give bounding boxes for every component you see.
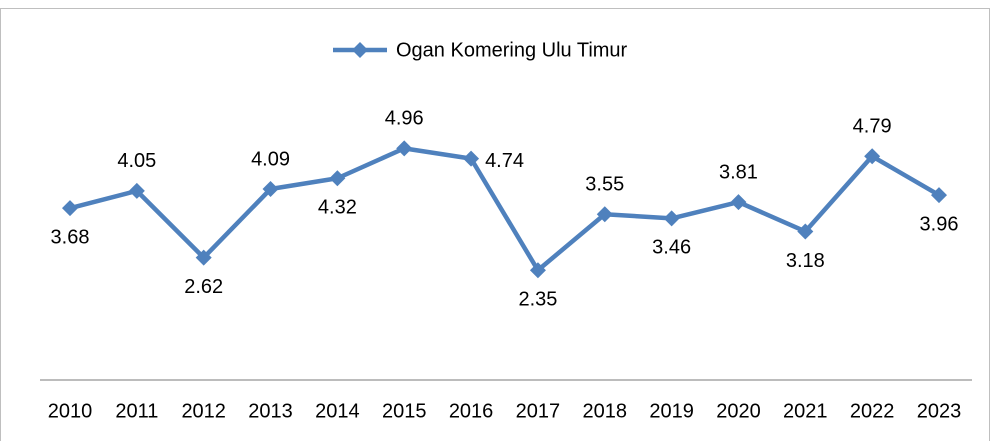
- x-tick-label: 2011: [115, 400, 158, 422]
- marker: [262, 180, 279, 197]
- legend-label: Ogan Komering Ulu Timur: [396, 39, 628, 61]
- data-label: 3.18: [786, 250, 825, 272]
- data-label: 3.68: [51, 226, 90, 248]
- data-label: 2.62: [184, 276, 223, 298]
- marker: [931, 187, 947, 204]
- marker: [128, 182, 145, 199]
- marker: [663, 210, 680, 227]
- marker: [730, 194, 747, 211]
- x-tick-label: 2015: [382, 400, 427, 422]
- x-tick-label: 2021: [783, 400, 828, 422]
- x-tick-label: 2013: [248, 400, 293, 422]
- x-tick-label: 2018: [583, 400, 628, 422]
- x-tick-label: 2012: [181, 400, 226, 422]
- x-tick-label: 2017: [516, 400, 561, 422]
- data-label: 4.79: [853, 116, 892, 138]
- marker: [463, 150, 480, 167]
- marker: [396, 140, 413, 157]
- x-tick-label: 2020: [716, 400, 761, 422]
- marker: [797, 223, 814, 240]
- data-label: 2.35: [518, 289, 557, 311]
- marker: [62, 200, 78, 217]
- x-tick-label: 2023: [917, 400, 962, 422]
- x-tick-label: 2016: [449, 400, 494, 422]
- data-label: 3.55: [585, 173, 624, 195]
- data-label: 3.81: [719, 161, 758, 183]
- marker: [596, 206, 613, 223]
- marker: [329, 170, 346, 187]
- data-label: 3.96: [920, 213, 959, 235]
- x-tick-label: 2014: [315, 400, 360, 422]
- data-label: 4.32: [318, 197, 357, 219]
- data-label: 4.96: [385, 108, 424, 130]
- marker: [529, 262, 546, 279]
- x-tick-label: 2010: [48, 400, 93, 422]
- marker: [864, 148, 881, 165]
- x-tick-label: 2019: [649, 400, 694, 422]
- chart-frame: [0, 8, 990, 446]
- data-label: 4.09: [251, 148, 290, 170]
- legend-marker: [352, 42, 368, 58]
- x-tick-label: 2022: [850, 400, 895, 422]
- marker: [195, 249, 212, 266]
- data-label: 4.74: [485, 150, 524, 172]
- data-label: 4.05: [117, 150, 156, 172]
- data-label: 3.46: [652, 237, 691, 259]
- line: [69, 146, 941, 273]
